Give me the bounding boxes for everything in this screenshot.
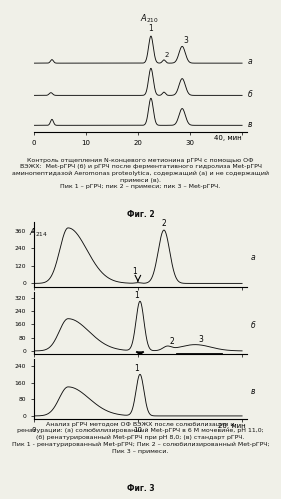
Text: 1: 1 bbox=[135, 291, 139, 300]
Polygon shape bbox=[137, 352, 143, 354]
Text: 3: 3 bbox=[198, 335, 203, 344]
Text: 2: 2 bbox=[164, 52, 169, 58]
Text: 1: 1 bbox=[135, 364, 139, 373]
Text: Анализ рГРЧ методом ОФ ВЭЖХ после солюбилизации и
ренатурации: (а) солюбилизиров: Анализ рГРЧ методом ОФ ВЭЖХ после солюби… bbox=[12, 422, 269, 454]
Text: 20, мин: 20, мин bbox=[217, 423, 245, 429]
Text: 1: 1 bbox=[149, 24, 153, 33]
Text: а: а bbox=[247, 57, 252, 66]
Text: б: б bbox=[247, 90, 252, 99]
Text: 40, мин: 40, мин bbox=[214, 135, 242, 141]
Text: 1: 1 bbox=[132, 267, 137, 276]
Text: в: в bbox=[250, 387, 255, 396]
Text: б: б bbox=[250, 321, 255, 330]
Text: $A_{214}$: $A_{214}$ bbox=[28, 227, 47, 239]
Text: Контроль отщепления N-концевого метионина рГРЧ с помощью ОФ
ВЭЖХ:  Met-рГРЧ (б) : Контроль отщепления N-концевого метионин… bbox=[12, 158, 269, 189]
Text: $A_{210}$: $A_{210}$ bbox=[140, 12, 159, 25]
Text: Фиг. 2: Фиг. 2 bbox=[127, 210, 154, 219]
Text: в: в bbox=[247, 120, 252, 129]
Text: Фиг. 3: Фиг. 3 bbox=[127, 484, 154, 493]
Text: 2: 2 bbox=[170, 337, 175, 346]
Text: 3: 3 bbox=[184, 36, 189, 45]
Text: а: а bbox=[250, 252, 255, 261]
Text: 2: 2 bbox=[162, 220, 166, 229]
